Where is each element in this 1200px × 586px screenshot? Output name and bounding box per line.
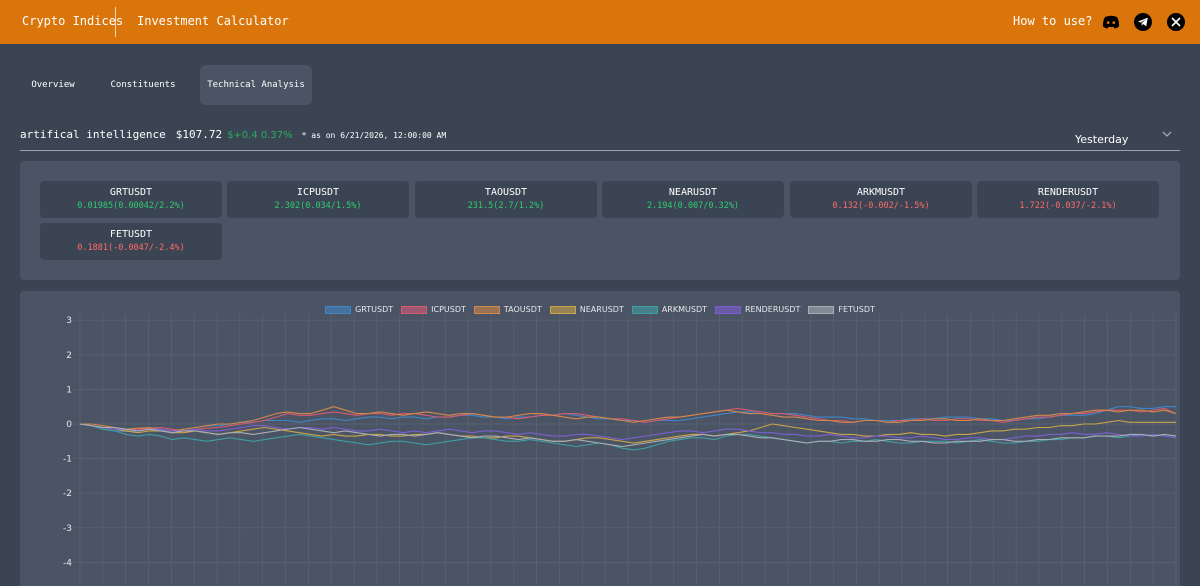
ticker-symbol: GRTUSDT xyxy=(109,187,153,198)
brand-link[interactable]: Crypto Indices xyxy=(22,14,124,28)
legend-label: ARKMUSDT xyxy=(661,305,707,314)
legend-item-icpusdt[interactable]: ICPUSDT xyxy=(401,305,466,314)
legend-swatch xyxy=(325,305,352,314)
x-icon[interactable] xyxy=(1167,13,1185,31)
ticker-value: 2.194(0.007/0.32%) xyxy=(646,201,740,211)
x-glyph xyxy=(1171,17,1181,27)
time-range-value: Yesterday xyxy=(1075,133,1129,146)
ticker-symbol: RENDERUSDT xyxy=(1037,187,1099,198)
ticker-card-nearusdt[interactable]: NEARUSDT 2.194(0.007/0.32%) xyxy=(602,181,784,218)
legend-swatch xyxy=(715,305,741,314)
legend-swatch xyxy=(631,305,658,314)
index-price: $107.72 xyxy=(175,128,223,141)
legend-item-fetusdt[interactable]: FETUSDT xyxy=(808,305,875,314)
chart-grid xyxy=(74,313,1177,586)
y-tick-label: -4 xyxy=(63,558,72,568)
ticker-card-renderusdt[interactable]: RENDERUSDT 1.722(-0.037/-2.1%) xyxy=(977,181,1159,218)
ticker-value: 0.01985(0.00042/2.2%) xyxy=(77,201,185,211)
legend-item-renderusdt[interactable]: RENDERUSDT xyxy=(715,305,800,314)
legend-item-nearusdt[interactable]: NEARUSDT xyxy=(549,305,624,314)
tab-constituents[interactable]: Constituents xyxy=(110,80,176,90)
y-tick-label: 0 xyxy=(66,420,72,430)
series-line-nearusdt xyxy=(79,419,1176,444)
header-divider xyxy=(20,150,1180,151)
index-as-of: * as on 6/21/2026, 12:00:00 AM xyxy=(301,131,447,140)
legend-label: TAOUSDT xyxy=(503,305,542,314)
legend-item-taousdt[interactable]: TAOUSDT xyxy=(473,305,542,314)
ticker-value: 2.302(0.034/1.5%) xyxy=(274,201,362,211)
discord-icon[interactable] xyxy=(1102,13,1120,31)
legend-swatch xyxy=(808,305,835,314)
ticker-value: 231.5(2.7/1.2%) xyxy=(467,201,545,211)
y-tick-label: -1 xyxy=(63,455,72,465)
y-tick-label: -2 xyxy=(63,489,72,499)
ticker-value: 0.1881(-0.0047/-2.4%) xyxy=(77,243,185,253)
legend-item-arkmusdt[interactable]: ARKMUSDT xyxy=(631,305,707,314)
index-summary: artifical intelligence $107.72 $+0.4 0.3… xyxy=(20,128,446,142)
ticker-symbol: FETUSDT xyxy=(109,229,153,240)
performance-chart-panel: 3 2 1 0 -1 -2 -3 -4 GRTUSDT ICPUSDT TAOUSDT NEARUS… xyxy=(20,291,1180,586)
how-to-use-link[interactable]: How to use? xyxy=(1013,14,1093,28)
y-tick-label: 1 xyxy=(66,385,72,395)
telegram-icon[interactable] xyxy=(1134,13,1152,31)
index-name: artifical intelligence xyxy=(20,128,166,141)
legend-swatch xyxy=(401,305,428,314)
legend-label: RENDERUSDT xyxy=(745,305,801,314)
ticker-value: 0.132(-0.002/-1.5%) xyxy=(832,201,930,211)
ticker-card-fetusdt[interactable]: FETUSDT 0.1881(-0.0047/-2.4%) xyxy=(40,223,222,260)
telegram-glyph xyxy=(1138,17,1148,27)
series-line-fetusdt xyxy=(79,423,1177,448)
chevron-down-icon xyxy=(1162,131,1172,137)
legend-label: ICPUSDT xyxy=(431,305,466,314)
ticker-card-icpusdt[interactable]: ICPUSDT 2.302(0.034/1.5%) xyxy=(227,181,409,218)
ticker-panel: GRTUSDT 0.01985(0.00042/2.2%) ICPUSDT 2.… xyxy=(20,161,1180,280)
ticker-symbol: ICPUSDT xyxy=(296,187,340,198)
nav-investment-calculator[interactable]: Investment Calculator xyxy=(137,14,289,28)
time-range-select[interactable]: Yesterday xyxy=(1075,128,1180,146)
y-tick-label: 3 xyxy=(66,316,72,326)
discord-glyph xyxy=(1102,15,1120,29)
legend-swatch xyxy=(549,305,576,314)
performance-chart: 3 2 1 0 -1 -2 -3 -4 xyxy=(63,313,1177,586)
legend-label: NEARUSDT xyxy=(579,305,624,314)
tab-technical-analysis[interactable]: Technical Analysis xyxy=(200,65,312,105)
series-line-arkmusdt xyxy=(79,423,1177,451)
legend-swatch xyxy=(473,305,500,314)
ticker-symbol: TAOUSDT xyxy=(484,187,528,198)
y-tick-label: -3 xyxy=(63,524,72,534)
ticker-card-grtusdt[interactable]: GRTUSDT 0.01985(0.00042/2.2%) xyxy=(40,181,222,218)
y-tick-label: 2 xyxy=(66,351,72,361)
brand-divider xyxy=(115,7,116,37)
ticker-symbol: ARKMUSDT xyxy=(856,187,906,198)
ticker-symbol: NEARUSDT xyxy=(668,187,718,198)
chart-legend: GRTUSDT ICPUSDT TAOUSDT NEARUSDT ARKMUSDT REN… xyxy=(20,305,1180,314)
legend-label: GRTUSDT xyxy=(355,305,394,314)
legend-label: FETUSDT xyxy=(838,305,875,314)
series-line-taousdt xyxy=(80,406,1177,432)
top-navbar: Crypto Indices Investment Calculator How… xyxy=(0,0,1200,44)
index-change: $+0.4 0.37% xyxy=(227,130,293,141)
ticker-card-taousdt[interactable]: TAOUSDT 231.5(2.7/1.2%) xyxy=(415,181,597,218)
ticker-card-arkmusdt[interactable]: ARKMUSDT 0.132(-0.002/-1.5%) xyxy=(790,181,972,218)
legend-item-grtusdt[interactable]: GRTUSDT xyxy=(325,305,393,314)
ticker-value: 1.722(-0.037/-2.1%) xyxy=(1019,201,1117,211)
tab-overview[interactable]: Overview xyxy=(31,80,75,90)
